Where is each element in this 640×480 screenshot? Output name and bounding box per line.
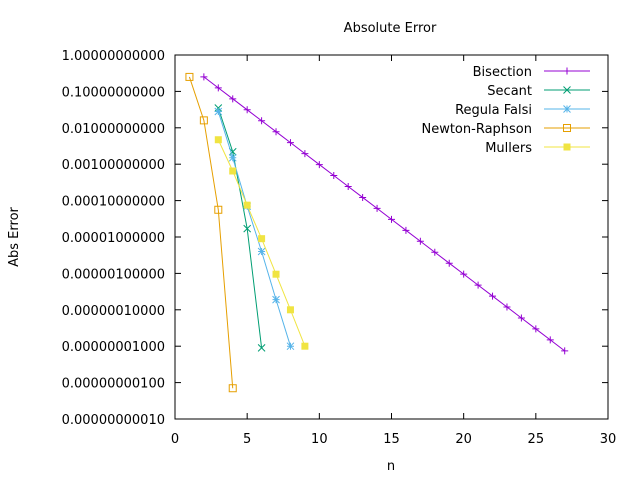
data-point xyxy=(563,67,571,75)
series-newton-raphson xyxy=(185,72,237,393)
data-point xyxy=(272,295,280,304)
plot-frame xyxy=(174,54,609,420)
data-point xyxy=(286,139,294,147)
data-point xyxy=(214,107,223,116)
data-point xyxy=(272,270,280,278)
data-point xyxy=(489,292,497,300)
data-point xyxy=(532,325,540,333)
data-point xyxy=(546,336,554,344)
data-point xyxy=(272,128,280,136)
data-point xyxy=(561,347,569,355)
y-tick-label: 0.00000100000 xyxy=(62,267,165,282)
y-tick-label: 0.10000000000 xyxy=(62,85,165,100)
series-line xyxy=(217,107,263,348)
x-tick-label: 25 xyxy=(528,432,545,447)
legend-entry: Secant xyxy=(487,84,590,99)
data-point xyxy=(503,303,511,311)
legend-entry: Newton-Raphson xyxy=(421,122,590,137)
legend-entry: Bisection xyxy=(473,65,590,80)
data-point xyxy=(301,342,309,350)
data-point xyxy=(257,344,266,352)
x-tick-label: 10 xyxy=(311,432,328,447)
data-point xyxy=(286,306,294,314)
data-point xyxy=(214,84,222,92)
y-axis-label: Abs Error xyxy=(7,206,22,266)
x-tick-label: 5 xyxy=(243,432,251,447)
y-tick-label: 0.00000010000 xyxy=(62,304,165,319)
y-tick-label: 0.00010000000 xyxy=(62,195,165,210)
data-point xyxy=(474,281,482,289)
data-point xyxy=(258,117,266,125)
legend: Bisection Secant Regula Falsi Newton-Raphso… xyxy=(421,65,590,156)
y-tick-label: 0.00000000010 xyxy=(62,413,165,428)
data-point xyxy=(228,384,237,393)
legend-entry: Mullers xyxy=(485,141,590,156)
data-point xyxy=(563,124,571,132)
data-point xyxy=(315,161,323,169)
data-point xyxy=(228,153,237,162)
series-line xyxy=(217,111,291,347)
y-tick-label: 1.00000000000 xyxy=(62,49,165,64)
data-point xyxy=(431,248,439,256)
data-point xyxy=(199,116,208,125)
data-point xyxy=(416,237,424,245)
series-bisection xyxy=(200,73,569,355)
y-tick-label: 0.00000000100 xyxy=(62,377,165,392)
legend-label: Bisection xyxy=(473,65,532,80)
chart-title: Absolute Error xyxy=(344,21,437,36)
data-point xyxy=(460,270,468,278)
data-point xyxy=(257,247,266,256)
x-tick-label: 30 xyxy=(600,432,617,447)
data-point xyxy=(388,215,395,223)
series-line xyxy=(203,76,566,352)
data-point xyxy=(344,182,352,190)
data-point xyxy=(214,104,223,112)
data-point xyxy=(301,150,309,158)
data-point xyxy=(243,201,251,209)
data-point xyxy=(563,86,571,94)
data-point xyxy=(563,143,571,151)
y-tick-label: 0.00001000000 xyxy=(62,231,165,246)
data-point xyxy=(373,204,381,212)
data-point xyxy=(330,172,338,180)
data-point xyxy=(402,226,410,234)
series-line xyxy=(188,76,234,389)
data-point xyxy=(445,259,453,267)
series-secant xyxy=(214,104,266,352)
y-tick-label: 0.01000000000 xyxy=(62,122,165,137)
axes: 0 5 10 15 20 25 30 0.00000000010 0.00000000100 0.… xyxy=(62,49,617,447)
data-point xyxy=(185,72,194,81)
series-mullers xyxy=(214,136,309,350)
x-tick-label: 20 xyxy=(455,432,472,447)
x-axis-label: n xyxy=(387,459,395,474)
legend-label: Newton-Raphson xyxy=(421,122,532,137)
data-point xyxy=(229,95,237,103)
data-point xyxy=(214,205,223,214)
data-point xyxy=(229,167,237,175)
data-point xyxy=(563,105,571,113)
legend-label: Mullers xyxy=(485,141,532,156)
x-tick-label: 15 xyxy=(383,432,400,447)
y-tick-label: 0.00000001000 xyxy=(62,340,165,355)
x-tick-label: 0 xyxy=(171,432,179,447)
series-layer xyxy=(185,72,569,393)
data-point xyxy=(243,106,251,114)
legend-label: Secant xyxy=(487,84,532,99)
y-tick-label: 0.00100000000 xyxy=(62,158,165,173)
data-point xyxy=(243,224,252,233)
legend-entry: Regula Falsi xyxy=(455,103,590,118)
data-point xyxy=(359,193,367,201)
data-point xyxy=(258,235,266,243)
legend-label: Regula Falsi xyxy=(455,103,532,118)
data-point xyxy=(214,136,222,144)
data-point xyxy=(200,73,208,81)
data-point xyxy=(286,342,295,351)
data-point xyxy=(517,314,525,322)
